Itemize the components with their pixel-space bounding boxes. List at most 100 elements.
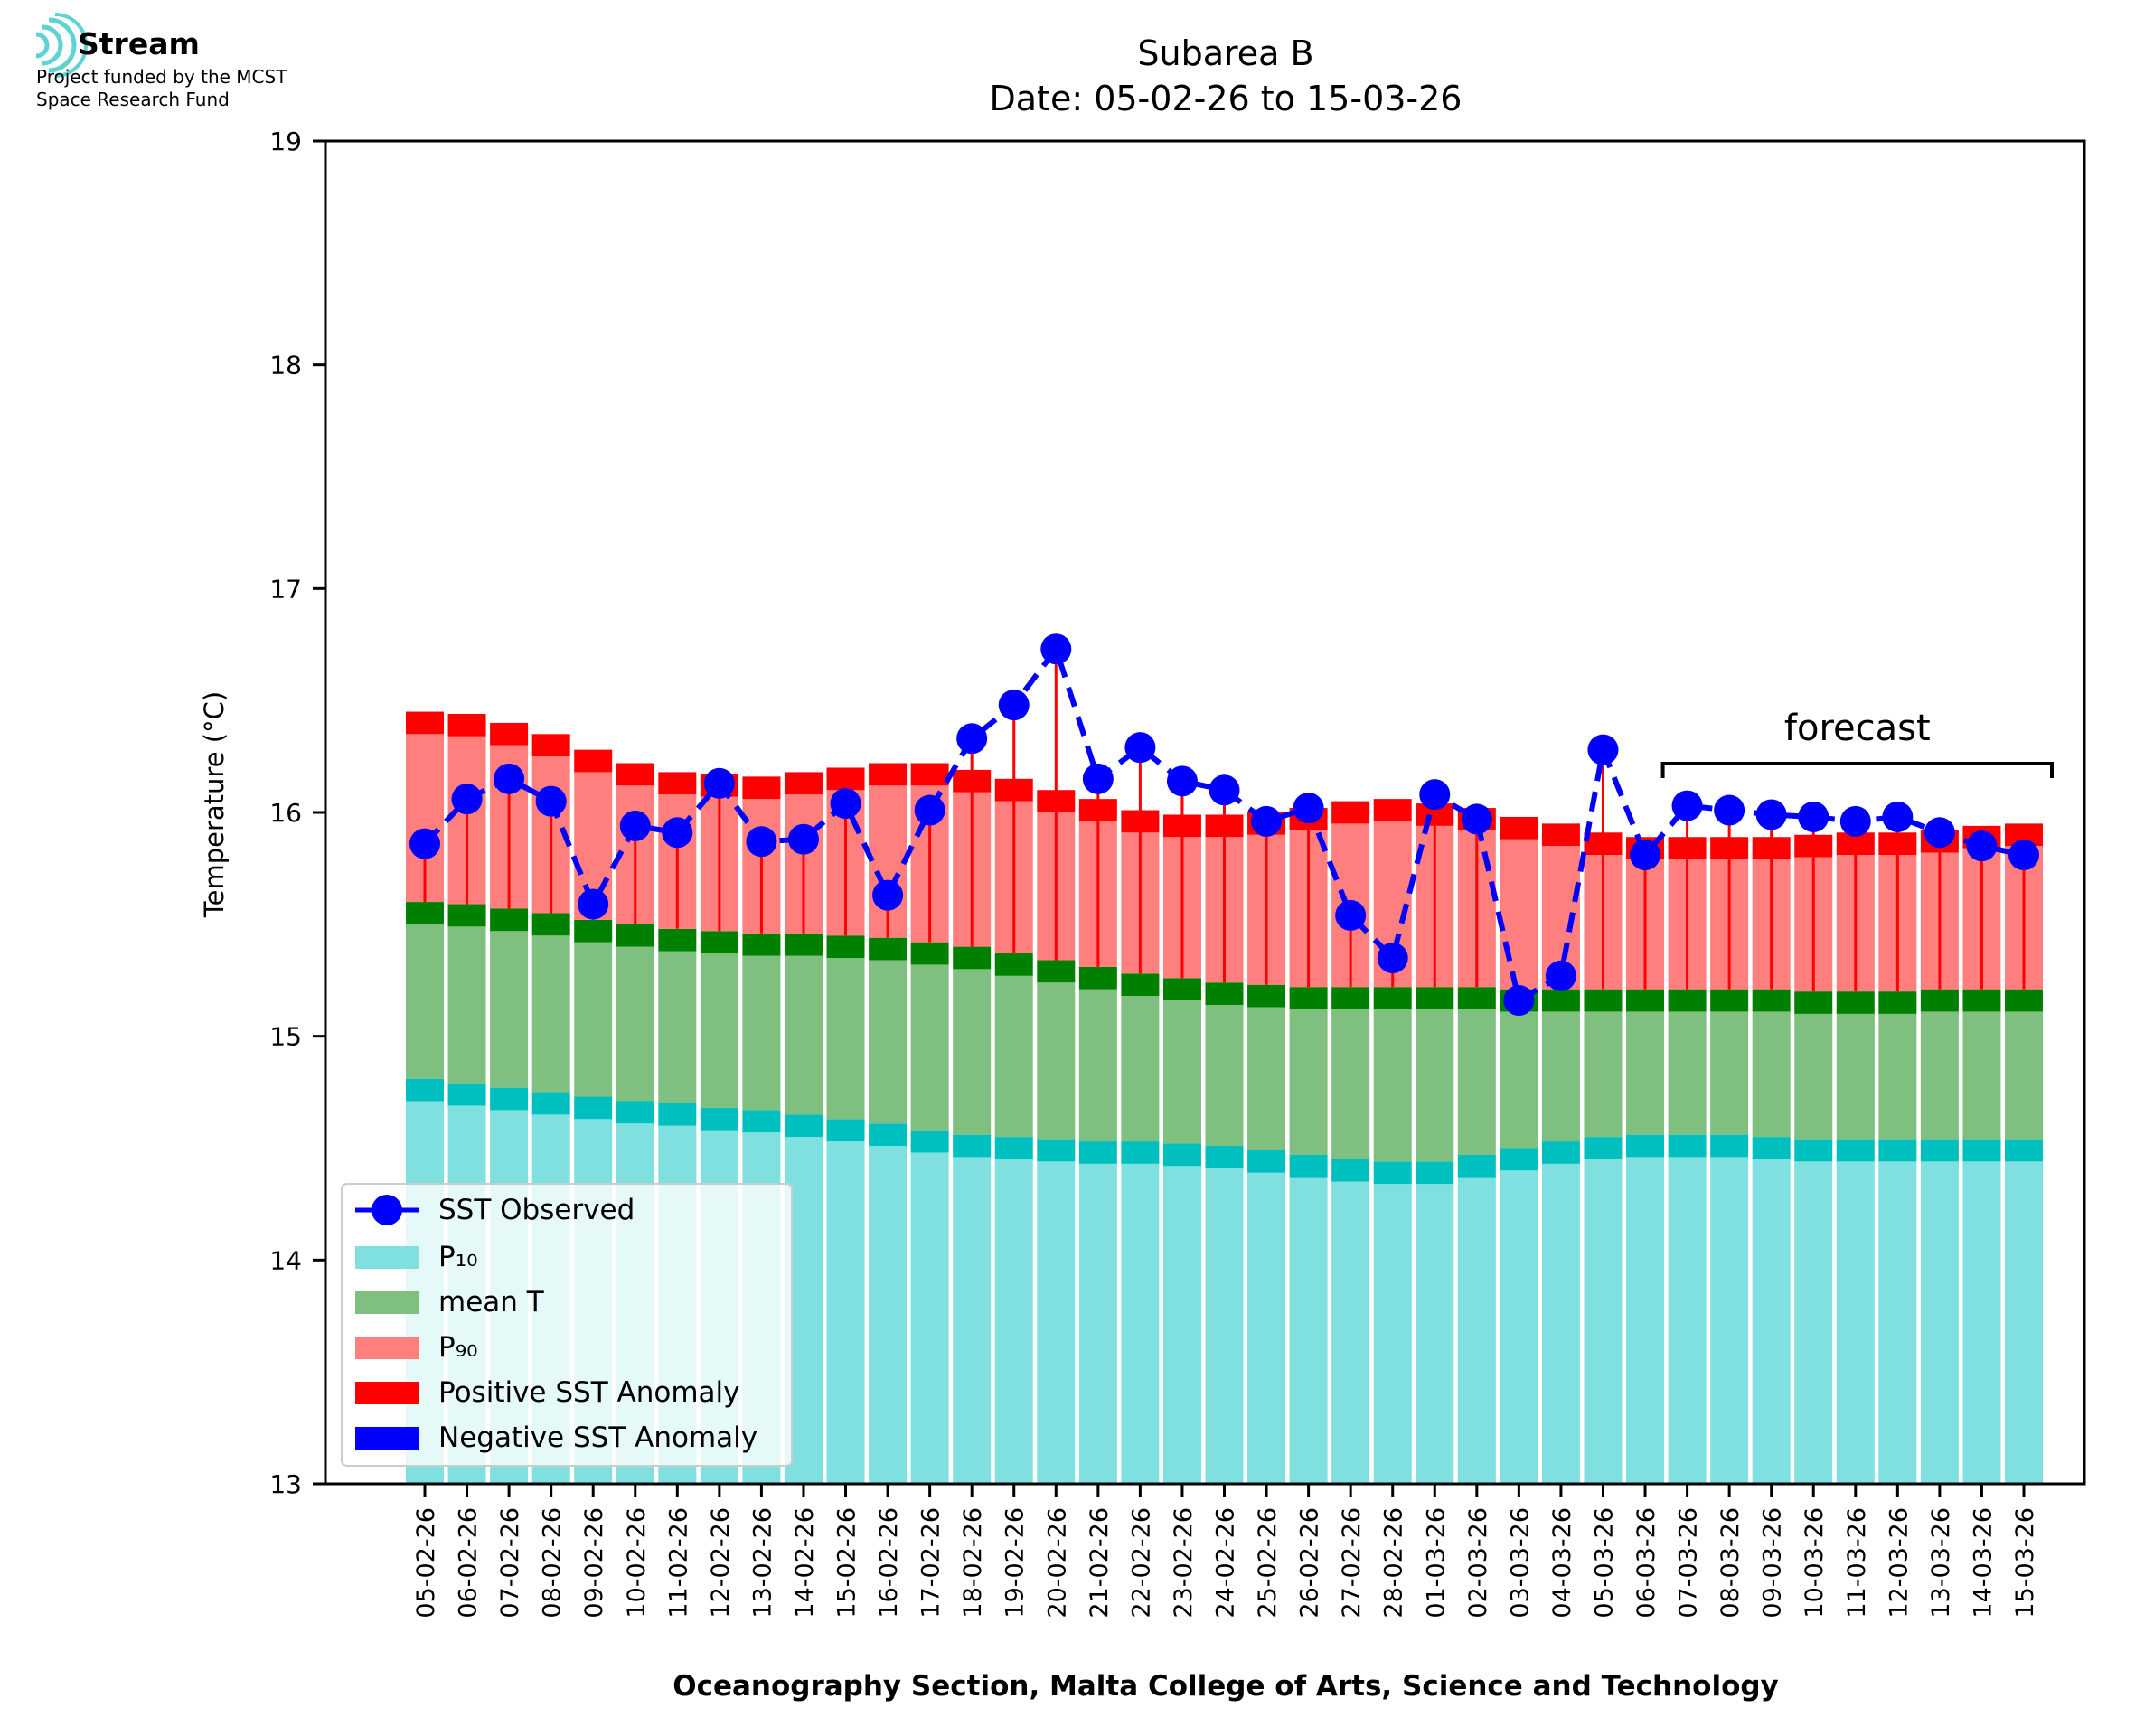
bar-p10-13-03-26 bbox=[1920, 1161, 1959, 1484]
bar-p10-06-03-26 bbox=[1626, 1157, 1665, 1484]
bar-p10-band-19-02-26 bbox=[994, 1137, 1033, 1159]
legend-item-observed: SST Observed bbox=[355, 1194, 635, 1226]
y-tick-label-13: 13 bbox=[269, 1469, 302, 1499]
chart-subtitle: Date: 05-02-26 to 15-03-26 bbox=[990, 79, 1463, 118]
observed-point-05-03-26 bbox=[1587, 734, 1619, 765]
observed-point-03-03-26 bbox=[1503, 985, 1535, 1017]
bar-mean-08-02-26 bbox=[531, 935, 570, 1093]
bar-mean-band-19-02-26 bbox=[994, 953, 1033, 976]
legend-item-negative-anomaly: Negative SST Anomaly bbox=[355, 1422, 757, 1454]
legend-item-p90: P₉₀ bbox=[355, 1331, 478, 1364]
bar-mean-14-03-26 bbox=[1962, 1011, 2001, 1140]
bar-p90-band-28-02-26 bbox=[1373, 799, 1412, 821]
x-tick-label-18-02-26: 18-02-26 bbox=[959, 1507, 987, 1619]
legend-label-observed: SST Observed bbox=[438, 1194, 635, 1226]
observed-point-14-02-26 bbox=[787, 823, 819, 855]
bar-mean-band-07-03-26 bbox=[1668, 989, 1707, 1012]
observed-point-12-03-26 bbox=[1882, 801, 1914, 832]
bar-mean-band-10-03-26 bbox=[1794, 991, 1833, 1014]
logo-line-2: Space Research Fund bbox=[36, 89, 230, 110]
bar-p10-02-03-26 bbox=[1457, 1177, 1496, 1484]
bar-mean-band-13-03-26 bbox=[1920, 989, 1959, 1012]
bar-mean-band-27-02-26 bbox=[1331, 987, 1370, 1009]
bar-mean-12-02-26 bbox=[700, 953, 738, 1108]
bar-group-04-03-26 bbox=[1541, 823, 1580, 1484]
bar-p10-band-25-02-26 bbox=[1247, 1150, 1286, 1173]
bar-p10-band-09-02-26 bbox=[574, 1096, 613, 1120]
bar-mean-23-02-26 bbox=[1162, 1000, 1201, 1144]
bar-p10-18-02-26 bbox=[953, 1157, 992, 1484]
bar-mean-band-28-02-26 bbox=[1373, 987, 1412, 1009]
bar-p10-band-27-02-26 bbox=[1331, 1159, 1370, 1182]
bar-mean-band-11-02-26 bbox=[658, 928, 697, 952]
bar-p10-band-21-02-26 bbox=[1078, 1141, 1117, 1164]
bar-mean-band-02-03-26 bbox=[1457, 987, 1496, 1009]
bar-p10-07-03-26 bbox=[1668, 1157, 1707, 1484]
bar-mean-02-03-26 bbox=[1457, 1009, 1496, 1155]
observed-point-13-03-26 bbox=[1924, 817, 1955, 849]
bar-mean-06-03-26 bbox=[1626, 1011, 1665, 1135]
bar-p10-band-28-02-26 bbox=[1373, 1161, 1412, 1185]
legend-swatch-p90 bbox=[355, 1337, 419, 1359]
bar-p90-03-03-26 bbox=[1500, 839, 1538, 990]
x-tick-label-08-03-26: 08-03-26 bbox=[1717, 1507, 1745, 1619]
x-tick-label-27-02-26: 27-02-26 bbox=[1338, 1507, 1366, 1619]
observed-point-08-03-26 bbox=[1714, 794, 1745, 826]
observed-point-15-03-26 bbox=[2008, 840, 2039, 871]
bar-mean-06-02-26 bbox=[447, 926, 486, 1084]
x-tick-label-07-03-26: 07-03-26 bbox=[1675, 1507, 1703, 1619]
bar-p10-band-04-03-26 bbox=[1541, 1141, 1580, 1164]
bar-p10-01-03-26 bbox=[1416, 1184, 1454, 1484]
bar-p10-24-02-26 bbox=[1205, 1168, 1244, 1484]
bar-mean-16-02-26 bbox=[869, 960, 908, 1124]
observed-point-08-02-26 bbox=[535, 785, 567, 817]
bar-mean-band-15-03-26 bbox=[2005, 989, 2043, 1012]
bar-mean-07-03-26 bbox=[1668, 1011, 1707, 1135]
bar-p10-band-13-02-26 bbox=[742, 1110, 781, 1133]
stream-waves-icon bbox=[35, 13, 88, 78]
y-axis-label: Temperature (°C) bbox=[199, 691, 230, 918]
bar-p10-band-05-02-26 bbox=[406, 1078, 444, 1102]
observed-point-18-02-26 bbox=[956, 723, 988, 755]
bar-p10-band-15-03-26 bbox=[2005, 1139, 2043, 1162]
bar-p10-14-03-26 bbox=[1962, 1161, 2001, 1484]
x-tick-label-11-02-26: 11-02-26 bbox=[664, 1507, 692, 1619]
bar-mean-08-03-26 bbox=[1710, 1011, 1749, 1135]
bar-mean-band-04-03-26 bbox=[1541, 989, 1580, 1012]
bar-mean-13-03-26 bbox=[1920, 1011, 1959, 1140]
y-tick-label-15: 15 bbox=[269, 1022, 302, 1052]
bar-p10-12-03-26 bbox=[1878, 1161, 1917, 1484]
bar-mean-band-23-02-26 bbox=[1162, 978, 1201, 1001]
bar-p90-band-27-02-26 bbox=[1331, 801, 1370, 824]
x-tick-label-16-02-26: 16-02-26 bbox=[875, 1507, 903, 1619]
logo-line-1: Project funded by the MCST bbox=[36, 66, 287, 88]
legend: SST Observed P₁₀ mean T P₉₀ Positive SST… bbox=[341, 1183, 793, 1467]
bar-mean-21-02-26 bbox=[1078, 989, 1117, 1142]
bar-mean-14-02-26 bbox=[784, 955, 823, 1115]
bar-p10-band-20-02-26 bbox=[1037, 1139, 1076, 1162]
bar-p10-band-26-02-26 bbox=[1289, 1154, 1328, 1178]
bar-mean-03-03-26 bbox=[1500, 1011, 1538, 1149]
bar-mean-17-02-26 bbox=[910, 964, 949, 1131]
bar-mean-band-16-02-26 bbox=[869, 937, 908, 961]
bar-mean-band-06-03-26 bbox=[1626, 989, 1665, 1012]
observed-point-09-03-26 bbox=[1755, 799, 1787, 830]
observed-point-02-03-26 bbox=[1461, 803, 1492, 835]
bar-mean-band-08-03-26 bbox=[1710, 989, 1749, 1012]
observed-point-07-03-26 bbox=[1671, 790, 1703, 821]
bar-p10-band-14-02-26 bbox=[784, 1114, 823, 1138]
bar-mean-05-03-26 bbox=[1584, 1011, 1623, 1138]
bar-p10-04-03-26 bbox=[1541, 1163, 1580, 1484]
bar-mean-01-03-26 bbox=[1416, 1009, 1454, 1162]
bar-p90-band-16-02-26 bbox=[869, 763, 908, 786]
x-tick-label-21-02-26: 21-02-26 bbox=[1086, 1507, 1114, 1619]
x-tick-label-15-03-26: 15-03-26 bbox=[2011, 1507, 2039, 1619]
bar-p90-band-14-02-26 bbox=[784, 772, 823, 795]
observed-point-07-02-26 bbox=[494, 763, 525, 794]
bar-p10-band-11-02-26 bbox=[658, 1103, 697, 1126]
legend-label-mean: mean T bbox=[438, 1286, 545, 1318]
bar-mean-band-14-02-26 bbox=[784, 933, 823, 956]
observed-point-10-02-26 bbox=[619, 810, 651, 841]
x-tick-label-28-02-26: 28-02-26 bbox=[1380, 1507, 1408, 1619]
bar-p10-band-09-03-26 bbox=[1752, 1137, 1791, 1159]
